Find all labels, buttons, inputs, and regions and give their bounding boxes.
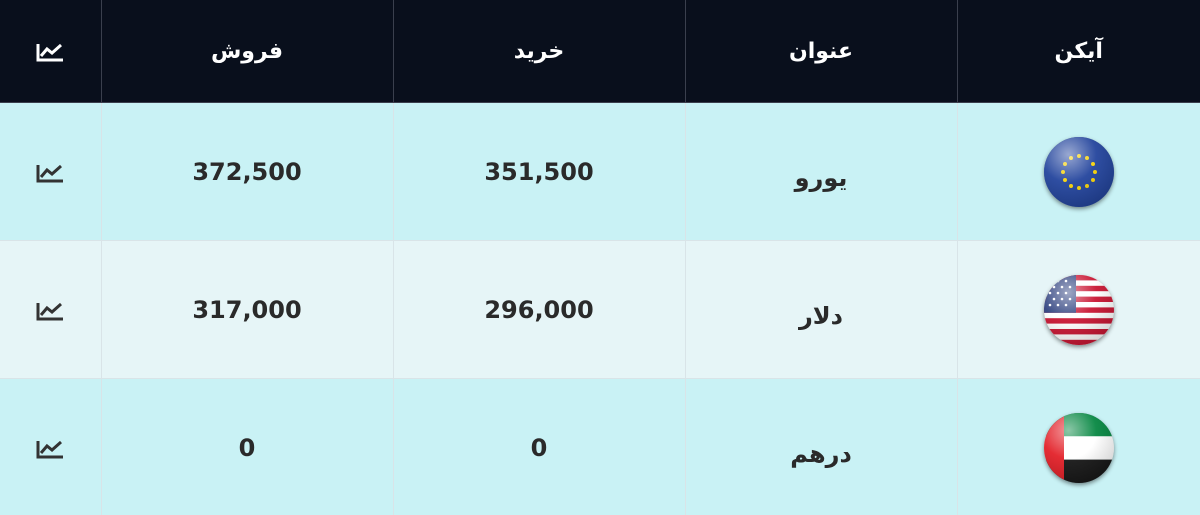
- buy-price: 351,500: [392, 102, 686, 241]
- chart-line-icon[interactable]: [35, 162, 65, 184]
- header-title: عنوان: [684, 0, 958, 103]
- sell-price: 0: [100, 378, 394, 515]
- table-row: دلار 296,000 317,000: [0, 240, 1200, 379]
- sell-price: 372,500: [100, 102, 394, 241]
- flag-cell: [956, 378, 1200, 515]
- flag-cell: [956, 102, 1200, 241]
- header-chart-icon: [0, 0, 102, 103]
- chart-cell[interactable]: [0, 102, 102, 241]
- uae-flag-icon: [1043, 412, 1114, 483]
- table-row: یورو 351,500 372,500: [0, 102, 1200, 241]
- chart-cell[interactable]: [0, 378, 102, 515]
- header-icon: آیکن: [956, 0, 1200, 103]
- chart-cell[interactable]: [0, 240, 102, 379]
- flag-cell: [956, 240, 1200, 379]
- currency-title: درهم: [684, 378, 958, 515]
- currency-title: یورو: [684, 102, 958, 241]
- us-flag-icon: [1043, 274, 1114, 345]
- chart-line-icon[interactable]: [35, 438, 65, 460]
- buy-price: 296,000: [392, 240, 686, 379]
- chart-line-icon: [36, 43, 64, 61]
- chart-line-icon[interactable]: [35, 300, 65, 322]
- table-header-row: آیکن عنوان خرید فروش: [0, 0, 1200, 103]
- header-buy: خرید: [392, 0, 686, 103]
- currency-title: دلار: [684, 240, 958, 379]
- buy-price: 0: [392, 378, 686, 515]
- table-row: درهم 0 0: [0, 378, 1200, 515]
- eu-flag-icon: [1043, 136, 1114, 207]
- header-sell: فروش: [100, 0, 394, 103]
- sell-price: 317,000: [100, 240, 394, 379]
